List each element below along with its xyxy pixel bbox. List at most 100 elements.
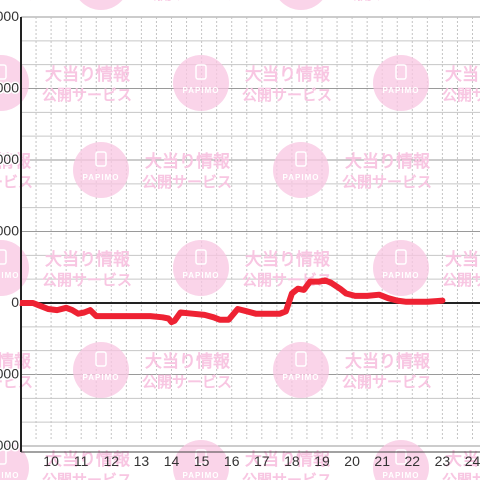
watermark-logo-text: PAPIMO [183, 86, 220, 95]
watermark-logo-circle [373, 55, 429, 111]
watermark-logo-text: PAPIMO [283, 373, 320, 382]
x-tick-label: 15 [194, 453, 210, 469]
watermark-line1: 大当り情報 [0, 351, 32, 372]
watermark-line1: 大当り情報 [45, 64, 131, 85]
watermark-logo-icon [195, 449, 207, 465]
watermark-line2: 公開サービス [142, 173, 232, 191]
watermark-line1: 大当り情報 [245, 249, 331, 270]
watermark-logo-icon [95, 351, 107, 367]
x-tick-label: 11 [74, 453, 89, 469]
watermark-logo-circle [79, 0, 123, 10]
watermark-logo-circle [373, 240, 429, 296]
series-layer [18, 277, 446, 326]
x-tick-label: 12 [104, 453, 120, 469]
watermark-line2: 公開サービス [242, 86, 332, 104]
x-tick-label: 24 [465, 453, 480, 469]
watermark-logo-circle [173, 440, 229, 485]
watermark-logo-text: PAPIMO [383, 471, 420, 480]
x-tick-label: 22 [405, 453, 421, 469]
watermark-logo-circle [173, 55, 229, 111]
watermark-line1: 大当り情報 [245, 449, 331, 470]
watermark-logo-text: PAPIMO [183, 271, 220, 280]
watermark-logo-text: PAPIMO [0, 271, 19, 280]
watermark-line2: 公開サービス [442, 86, 480, 104]
x-tick-label: 18 [284, 453, 300, 469]
watermark-line2: 公開サービス [42, 86, 132, 104]
x-tick-label: 14 [164, 453, 180, 469]
watermark-logo-icon [295, 151, 307, 167]
x-tick-label: 20 [344, 453, 360, 469]
watermark-logo-circle [0, 240, 29, 296]
watermark-logo-text: PAPIMO [383, 271, 420, 280]
watermark-line1: 大当り情報 [0, 151, 32, 172]
watermark-logo-text: PAPIMO [283, 173, 320, 182]
watermark-line1: 大当り情報 [45, 249, 131, 270]
y-tick-label: -3,000 [0, 366, 19, 382]
y-tick-label: 3,000 [0, 223, 19, 239]
watermark-line2: 公開サービス [0, 173, 33, 191]
watermark-line1: 大当り情報 [145, 151, 231, 172]
watermark-line2: 公開サービス [42, 271, 132, 289]
watermark-logo-circle [279, 0, 323, 10]
watermark-line2: 公開サービス [42, 471, 132, 480]
watermark-logo-icon [195, 249, 207, 265]
watermark-logo-icon [395, 449, 407, 465]
watermark-line1: 大当り情報 [245, 64, 331, 85]
watermark-logo-circle [273, 142, 329, 198]
watermark-line2: 公開サービス [0, 373, 33, 391]
watermark-line2: 公開サービス [442, 471, 480, 480]
watermark-line2: 公開サービス [342, 173, 432, 191]
x-tick-label: 23 [435, 453, 451, 469]
watermark-logo-text: PAPIMO [383, 86, 420, 95]
x-tick-label: 19 [314, 453, 330, 469]
watermark-logo-icon [95, 151, 107, 167]
watermark-line2: 公開サービス [142, 373, 232, 391]
watermark-line1: 大当り情報 [145, 351, 231, 372]
watermark-logo-icon [395, 249, 407, 265]
watermark-logo-circle [73, 342, 129, 398]
watermark-line1: 大当り情報 [345, 151, 431, 172]
watermark-logo-circle [173, 240, 229, 296]
watermark-line2: 公開サービス [342, 0, 432, 3]
watermark-line2: 公開サービス [342, 373, 432, 391]
watermark-line1: 大当り情報 [345, 351, 431, 372]
watermark-logo-text: PAPIMO [83, 173, 120, 182]
watermark-logo-icon [195, 64, 207, 80]
watermark-logo-icon [295, 351, 307, 367]
watermark-logo-icon [395, 64, 407, 80]
watermark-line1: 大当り情報 [445, 449, 480, 470]
watermark-line1: 大当り情報 [445, 249, 480, 270]
y-tick-label: -6,000 [0, 437, 19, 453]
y-tick-label: 0 [11, 294, 19, 310]
x-tick-label: 10 [43, 453, 59, 469]
watermark-line2: 公開サービス [242, 471, 332, 480]
watermark-line1: 大当り情報 [45, 449, 131, 470]
watermark-logo-icon [0, 64, 7, 80]
x-tick-label: 13 [134, 453, 150, 469]
y-tick-label: 12,000 [0, 8, 19, 24]
watermark-line1: 大当り情報 [445, 64, 480, 85]
tick-labels: 12,000 9,000 6,000 3,000 0 -3,000 -6,000 10 11 12… [0, 7, 480, 470]
watermark-logo-text: PAPIMO [183, 471, 220, 480]
watermark-logo-text: PAPIMO [0, 471, 19, 480]
y-tick-label: 6,000 [0, 151, 19, 167]
watermark-line2: 公開サービス [442, 271, 480, 289]
watermark-line2: 公開サービス [0, 0, 33, 3]
watermark-logo-icon [0, 249, 7, 265]
watermark-logo-text: PAPIMO [0, 86, 19, 95]
